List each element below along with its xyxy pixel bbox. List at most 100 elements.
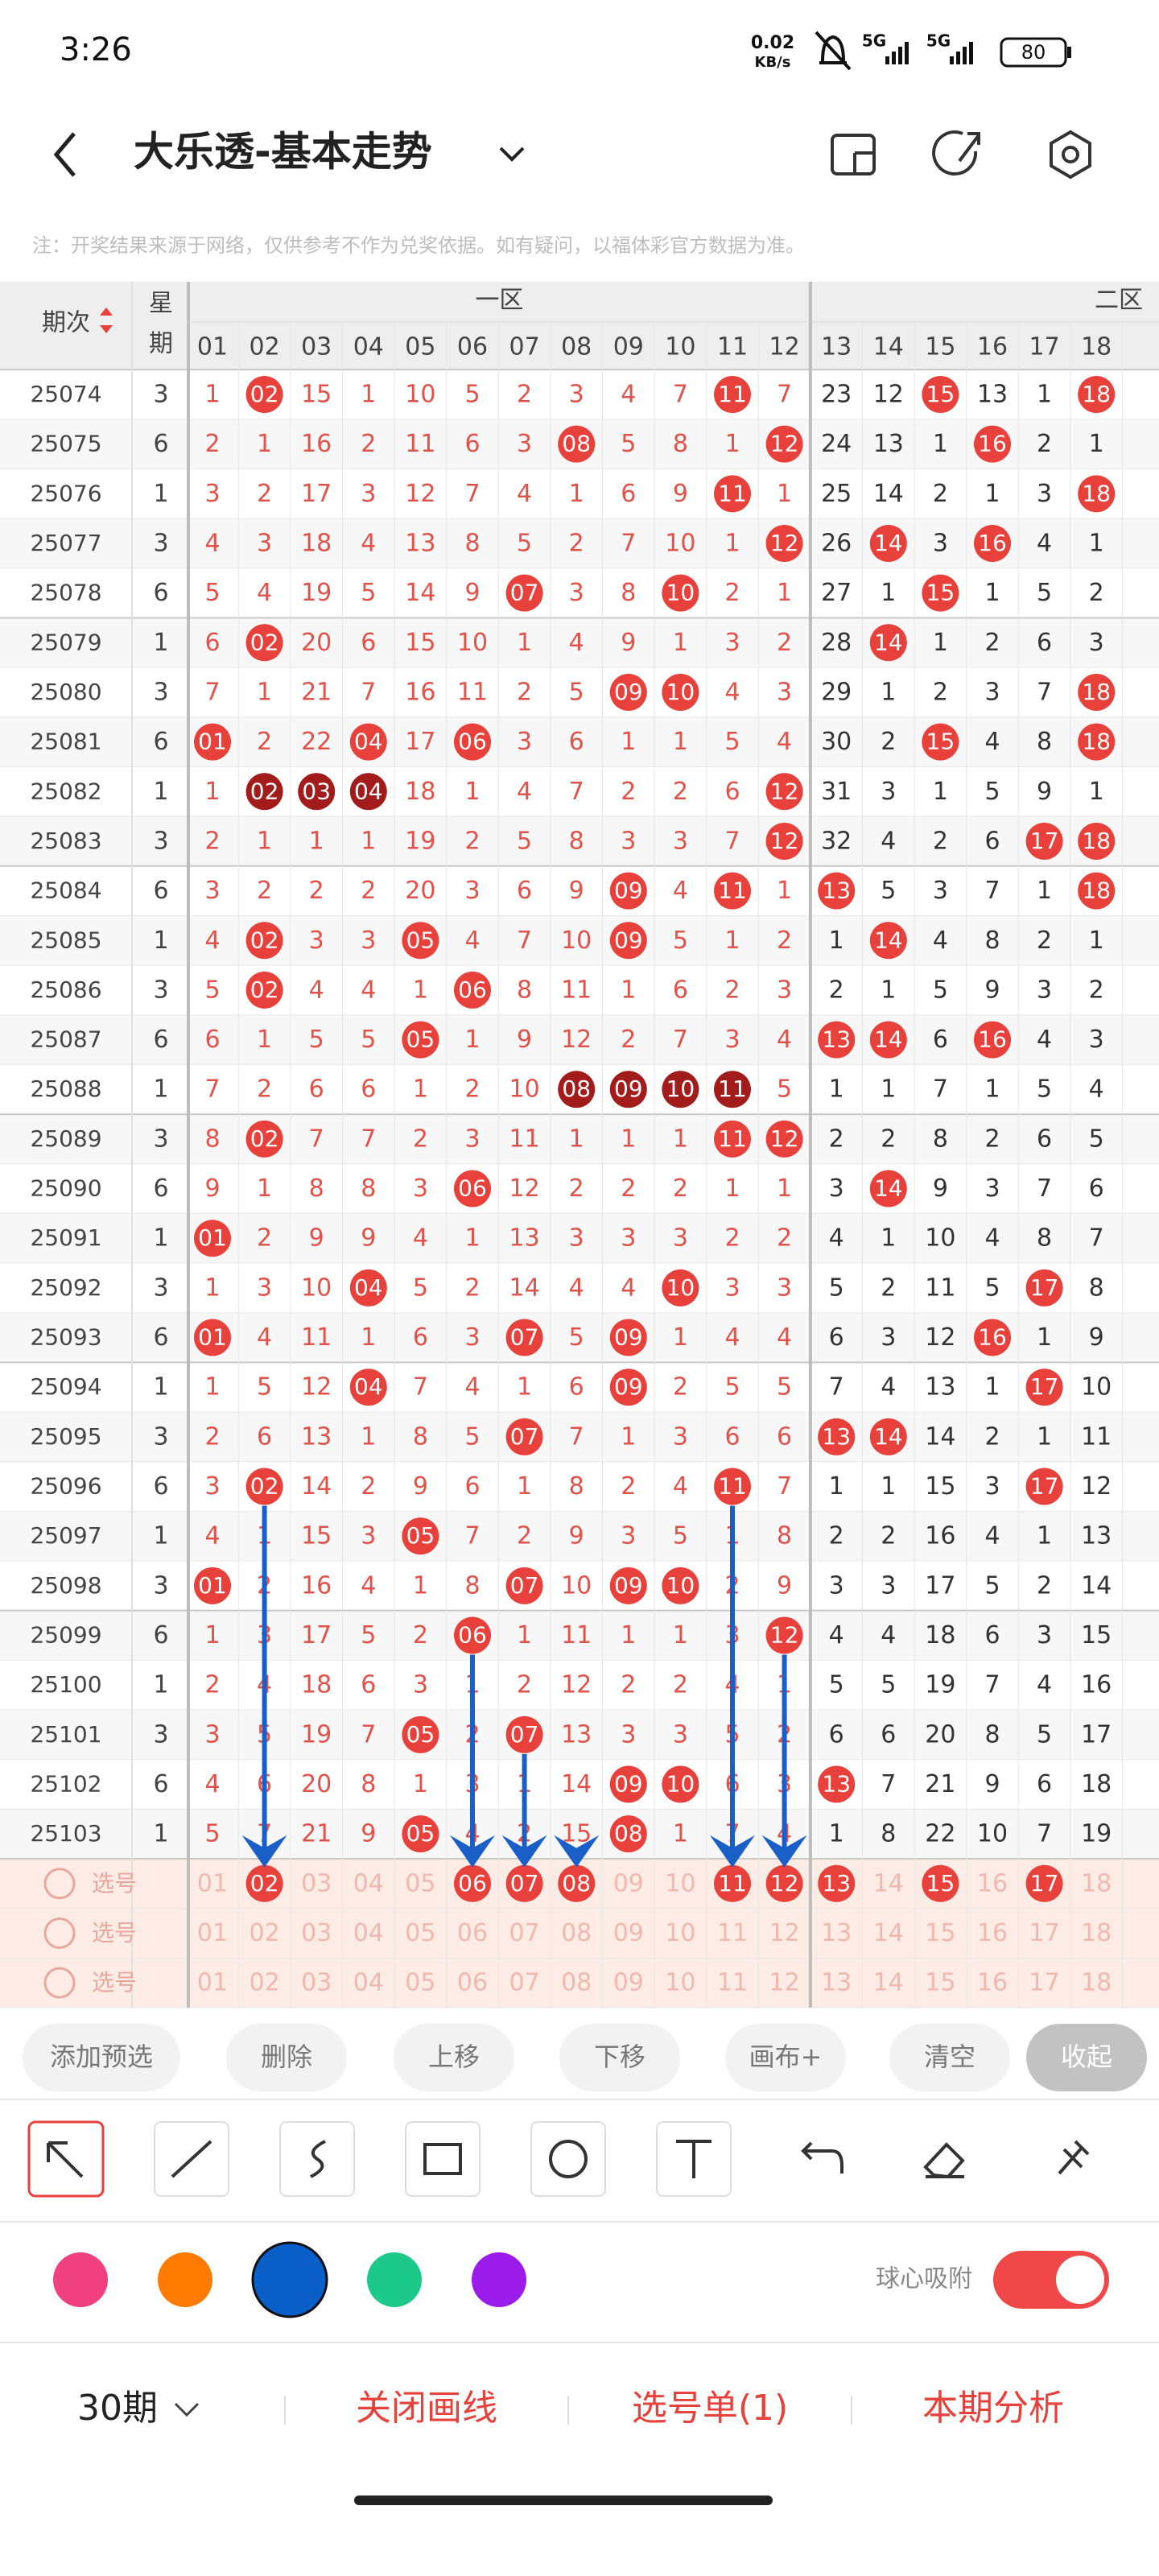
miss-count: 2 [1089,579,1104,607]
miss-count: 22 [301,728,332,756]
ball-number: 16 [978,431,1007,457]
column-label: 02 [250,333,280,361]
close-lines-button[interactable]: 关闭画线 [356,2388,497,2429]
ball [818,1765,856,1803]
miss-count: 4 [413,1224,428,1253]
miss-count: 2 [621,1671,636,1699]
ball [454,971,491,1009]
action-label: 清空 [924,2041,975,2072]
ball [1078,376,1116,413]
miss-count: 7 [984,1671,1000,1699]
ball [714,475,751,513]
ball-number: 06 [458,1175,487,1202]
period-select[interactable]: 30期 [77,2388,158,2429]
settings-button[interactable] [1050,130,1091,180]
tool-eraser[interactable] [923,2142,965,2179]
miss-count: 5 [724,1373,740,1402]
color-swatch[interactable] [367,2252,422,2307]
row-bg [0,1461,1159,1512]
miss-count: 9 [361,1820,376,1848]
title-dropdown[interactable] [499,147,525,162]
miss-count: 5 [673,1522,688,1550]
miss-count: 1 [204,1621,220,1649]
miss-count: 8 [673,430,688,458]
action-button[interactable] [23,2024,180,2091]
curve-icon [310,2140,326,2178]
action-button[interactable] [889,2024,1010,2091]
ball [765,773,803,811]
miss-count: 1 [777,877,792,905]
miss-count: 11 [717,1969,748,1997]
miss-count: 5 [1089,1125,1104,1153]
miss-count: 3 [204,877,220,905]
column-label: 06 [457,333,488,361]
ball-number: 13 [822,1026,851,1053]
miss-count: 1 [829,1075,844,1104]
miss-count: 3 [464,1323,480,1352]
tool-clear[interactable] [1058,2140,1090,2175]
miss-count: 2 [777,1224,792,1253]
weekday: 3 [153,827,168,855]
action-button[interactable] [394,2024,514,2091]
pick-radio[interactable] [43,1967,76,1999]
miss-count: 2 [464,1075,480,1104]
weekday: 3 [153,976,168,1004]
row-bg [0,1114,1159,1164]
miss-count: 01 [197,1969,228,1997]
miss-count: 5 [517,529,532,557]
ball [1078,723,1116,761]
miss-count: 7 [1037,678,1052,706]
tool-circle[interactable] [530,2121,606,2197]
tool-text[interactable] [656,2121,732,2197]
ball-number: 18 [1082,877,1111,904]
action-button[interactable] [725,2024,846,2091]
miss-count: 2 [257,877,272,905]
miss-count: 05 [405,1919,435,1947]
miss-count: 3 [933,529,948,557]
ball [869,1170,907,1208]
ball-number: 17 [1030,1373,1059,1400]
ball [974,524,1011,562]
color-swatch[interactable] [472,2252,526,2307]
miss-count: 18 [1081,1770,1112,1798]
ball [1025,1269,1063,1307]
action-button[interactable] [226,2024,347,2091]
period: 25076 [30,480,101,506]
ball-number: 01 [198,1224,227,1251]
miss-count: 16 [977,1969,1008,1997]
sort-icon[interactable] [100,308,113,333]
action-button[interactable] [559,2024,680,2091]
net-unit: KB/s [755,54,791,71]
color-swatch[interactable] [251,2241,328,2318]
row-bg [0,816,1159,866]
miss-count: 13 [561,1720,592,1748]
tool-arrow[interactable] [27,2120,105,2198]
color-swatch[interactable] [158,2252,212,2307]
tool-undo[interactable] [801,2141,843,2174]
tool-curve[interactable] [279,2121,355,2197]
weekday: 1 [153,1820,168,1848]
weekday: 3 [153,381,168,409]
miss-count: 7 [361,678,376,706]
row-bg [0,1362,1159,1413]
column-label: 16 [977,333,1008,361]
share-button[interactable] [932,130,980,176]
pick-list-button[interactable]: 选号单(1) [632,2388,788,2429]
layout-button[interactable] [831,134,876,175]
miss-count: 3 [361,1522,376,1550]
miss-count: 8 [361,1770,376,1798]
row-bg [0,1412,1159,1462]
action-button[interactable] [1026,2024,1147,2091]
pick-radio[interactable] [43,1917,76,1949]
tool-line[interactable] [154,2121,229,2197]
back-button[interactable] [53,132,76,177]
ball-number: 14 [874,1026,903,1053]
color-swatch[interactable] [53,2252,108,2307]
pick-radio[interactable] [43,1868,76,1900]
miss-count: 13 [977,381,1008,409]
tool-rect[interactable] [405,2121,481,2197]
period: 25102 [30,1770,101,1797]
ball [609,1071,647,1108]
period-header: 期次 [42,309,90,337]
analysis-button[interactable]: 本期分析 [922,2388,1064,2429]
